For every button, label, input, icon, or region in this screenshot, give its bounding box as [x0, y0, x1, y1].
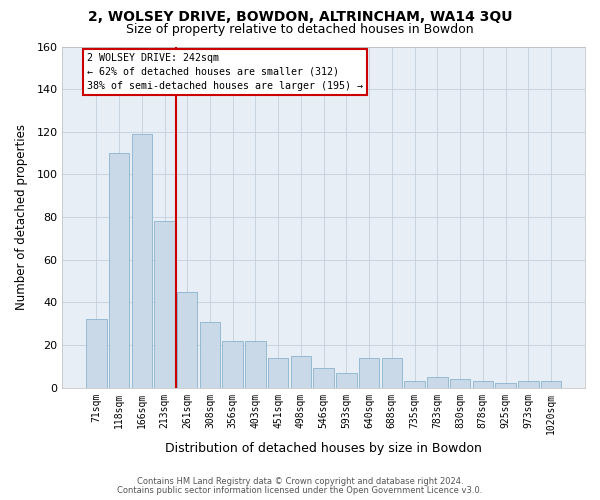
Bar [177, 292, 197, 388]
Bar [473, 382, 493, 388]
Bar [109, 153, 129, 388]
Bar [496, 384, 516, 388]
Bar [313, 368, 334, 388]
Text: Size of property relative to detached houses in Bowdon: Size of property relative to detached ho… [126, 22, 474, 36]
Bar [359, 358, 379, 388]
Bar [450, 379, 470, 388]
Text: 2, WOLSEY DRIVE, BOWDON, ALTRINCHAM, WA14 3QU: 2, WOLSEY DRIVE, BOWDON, ALTRINCHAM, WA1… [88, 10, 512, 24]
Text: Contains public sector information licensed under the Open Government Licence v3: Contains public sector information licen… [118, 486, 482, 495]
Bar [154, 222, 175, 388]
Bar [86, 320, 107, 388]
Bar [131, 134, 152, 388]
Bar [404, 382, 425, 388]
Bar [200, 322, 220, 388]
Text: Contains HM Land Registry data © Crown copyright and database right 2024.: Contains HM Land Registry data © Crown c… [137, 477, 463, 486]
Bar [290, 356, 311, 388]
Text: 2 WOLSEY DRIVE: 242sqm
← 62% of detached houses are smaller (312)
38% of semi-de: 2 WOLSEY DRIVE: 242sqm ← 62% of detached… [87, 53, 363, 91]
Y-axis label: Number of detached properties: Number of detached properties [15, 124, 28, 310]
Bar [382, 358, 402, 388]
Bar [541, 382, 561, 388]
Bar [245, 341, 266, 388]
X-axis label: Distribution of detached houses by size in Bowdon: Distribution of detached houses by size … [165, 442, 482, 455]
Bar [427, 377, 448, 388]
Bar [268, 358, 289, 388]
Bar [223, 341, 243, 388]
Bar [336, 373, 356, 388]
Bar [518, 382, 539, 388]
